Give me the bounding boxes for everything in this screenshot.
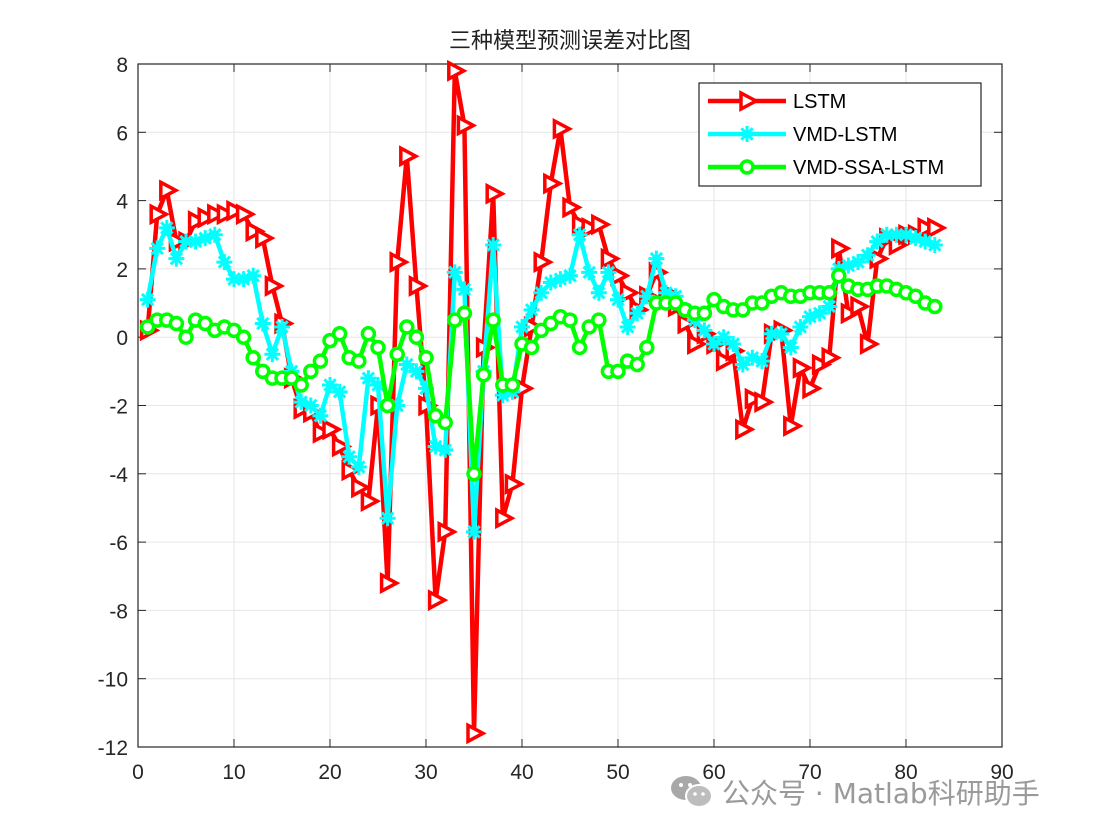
watermark-text: 公众号 · Matlab科研助手 [722, 777, 1040, 810]
y-tick-label: -8 [109, 600, 128, 623]
y-tick-label: -12 [98, 737, 128, 760]
legend: LSTM VMD-LSTM VMD-SSA-LSTM [698, 82, 982, 187]
legend-label: VMD-LSTM [793, 124, 897, 146]
legend-item-lstm: LSTM [708, 90, 846, 113]
y-tick-label: -10 [98, 669, 128, 692]
x-tick-label: 80 [894, 761, 917, 784]
x-tick-label: 0 [132, 761, 144, 784]
x-tick-label: 70 [798, 761, 821, 784]
legend-label: VMD-SSA-LSTM [793, 157, 944, 179]
chart-title: 三种模型预测误差对比图 [449, 29, 691, 54]
y-tick-label: -6 [109, 532, 128, 555]
legend-label: LSTM [793, 91, 846, 113]
x-tick-label: 30 [414, 761, 437, 784]
x-tick-label: 60 [702, 761, 725, 784]
series-vmd-ssa-lstm [139, 267, 943, 482]
x-tick-label: 10 [222, 761, 245, 784]
x-tick-label: 20 [318, 761, 341, 784]
x-tick-label: 90 [990, 761, 1013, 784]
y-tick-label: 2 [116, 259, 128, 282]
legend-item-vmd-lstm: VMD-LSTM [708, 124, 897, 146]
y-tick-label: 4 [116, 191, 128, 214]
data-series [139, 59, 948, 745]
x-tick-label: 50 [606, 761, 629, 784]
y-tick-label: -2 [109, 396, 128, 419]
x-tick-label: 40 [510, 761, 533, 784]
y-tick-label: 6 [116, 122, 128, 145]
y-tick-label: 8 [116, 54, 128, 77]
y-tick-label: 0 [116, 327, 128, 350]
watermark: 公众号 · Matlab科研助手 [668, 772, 1040, 812]
legend-item-vmd-ssa-lstm: VMD-SSA-LSTM [708, 157, 944, 179]
y-tick-label: -4 [109, 464, 128, 487]
wechat-icon [671, 776, 713, 808]
